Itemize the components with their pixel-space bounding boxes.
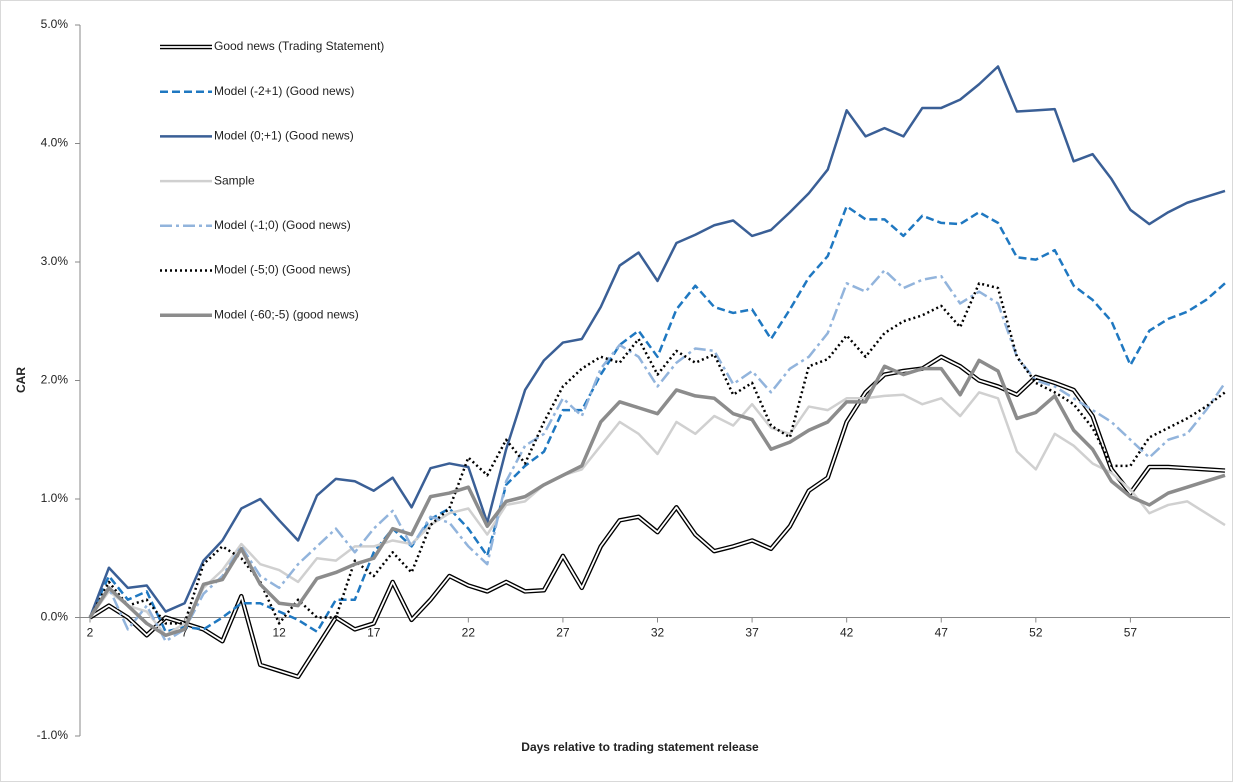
- x-tick-label: 27: [556, 626, 570, 640]
- series-line: [88, 205, 1226, 633]
- y-tick-label: 1.0%: [41, 491, 69, 505]
- y-tick-label: 5.0%: [41, 17, 69, 31]
- y-tick-label: 3.0%: [41, 254, 69, 268]
- x-tick-label: 2: [87, 626, 94, 640]
- x-tick-label: 22: [462, 626, 476, 640]
- x-tick-label: 52: [1029, 626, 1043, 640]
- series-line: [88, 269, 1227, 643]
- y-tick-label: -1.0%: [37, 728, 69, 742]
- legend-label: Model (-2+1) (Good news): [214, 84, 354, 98]
- x-tick-label: 7: [181, 626, 188, 640]
- series-line: [88, 65, 1226, 618]
- series-line: [88, 282, 1226, 625]
- x-tick-label: 17: [367, 626, 381, 640]
- x-tick-label: 47: [935, 626, 949, 640]
- legend-label: Model (-1;0) (Good news): [214, 218, 351, 232]
- x-tick-label: 57: [1124, 626, 1138, 640]
- legend-label: Sample: [214, 173, 255, 187]
- x-tick-label: 37: [745, 626, 759, 640]
- series-line: [88, 391, 1226, 637]
- series-line: [88, 358, 1226, 638]
- y-tick-label: 0.0%: [41, 610, 69, 624]
- legend-label: Model (-60;-5) (good news): [214, 307, 359, 321]
- legend-label: Model (0;+1) (Good news): [214, 129, 354, 143]
- y-tick-label: 4.0%: [41, 136, 69, 150]
- x-tick-label: 12: [272, 626, 286, 640]
- x-tick-label: 32: [651, 626, 665, 640]
- legend-label: Model (-5;0) (Good news): [214, 263, 351, 277]
- x-axis-label: Days relative to trading statement relea…: [521, 740, 759, 754]
- y-axis-label: CAR: [14, 367, 28, 393]
- y-tick-label: 2.0%: [41, 373, 69, 387]
- series-line-inner: [89, 355, 1226, 678]
- x-tick-label: 42: [840, 626, 854, 640]
- legend-label: Good news (Trading Statement): [214, 39, 384, 53]
